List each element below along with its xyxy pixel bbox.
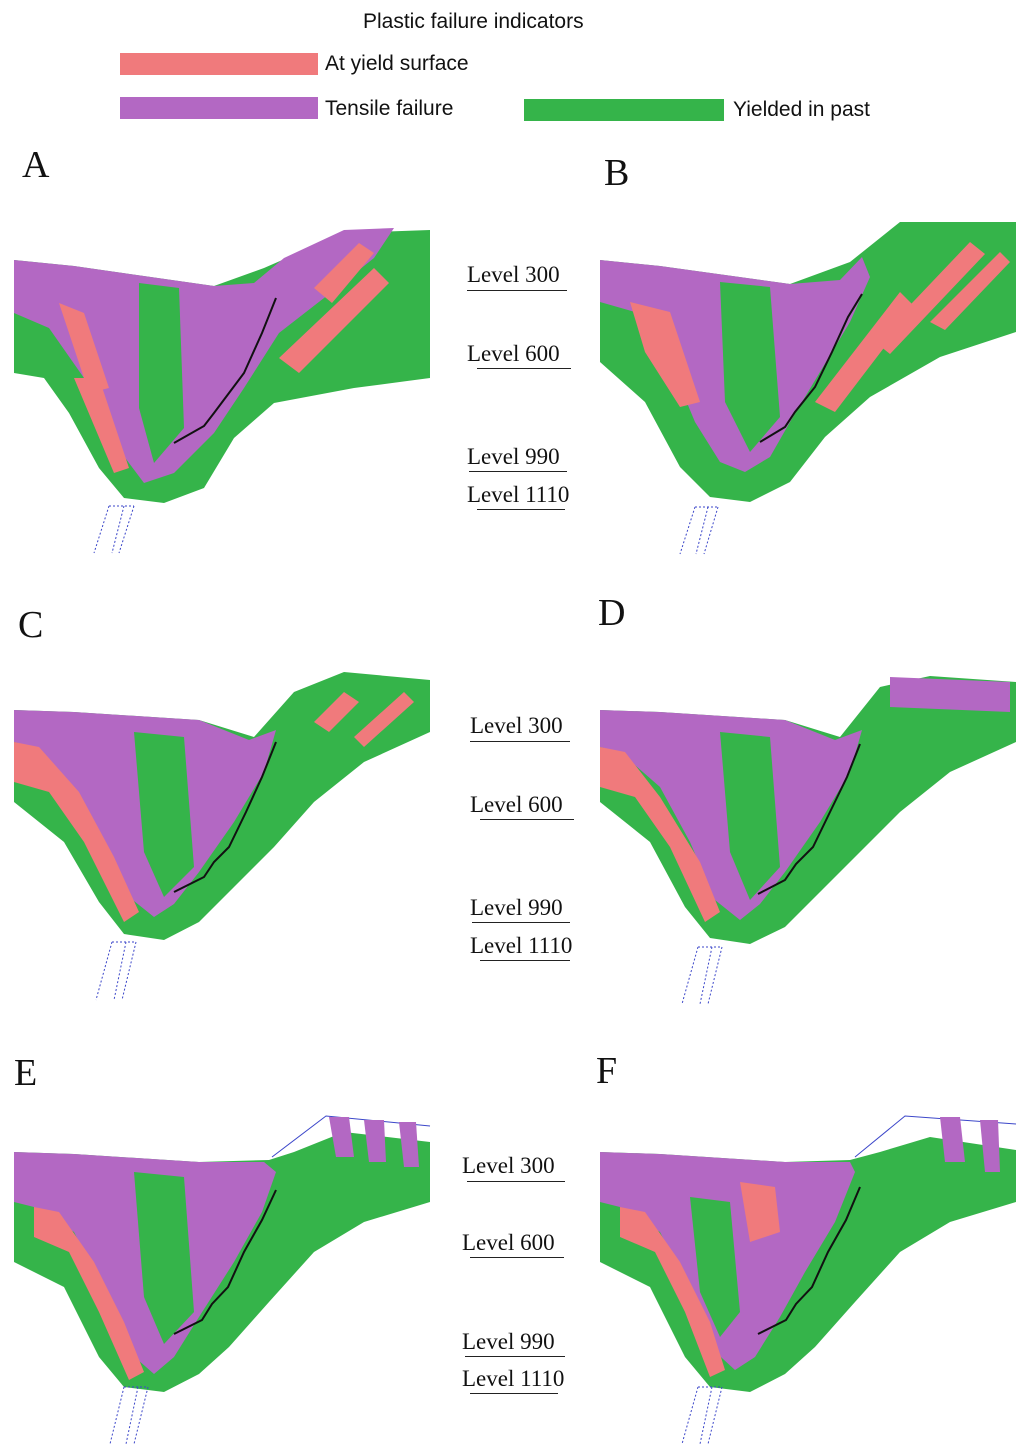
legend-title: Plastic failure indicators — [363, 10, 584, 33]
pit-yield-surface-zone — [630, 302, 700, 407]
pit-yield-surface-zone — [815, 292, 915, 412]
dotted-outline — [681, 946, 723, 1005]
level-label-ab-1110: Level 1110 — [467, 482, 570, 507]
panel-letter-d: D — [598, 592, 626, 634]
level-underline — [472, 922, 570, 923]
pit-tensile-zone — [940, 1117, 965, 1162]
legend-label-tensile-failure: Tensile failure — [325, 97, 454, 120]
level-underline — [477, 368, 571, 369]
level-label-ef-990: Level 990 — [462, 1329, 555, 1354]
pit-yielded-zone — [134, 1172, 194, 1344]
pit-yield-surface-zone — [354, 692, 414, 747]
level-underline — [470, 1257, 564, 1258]
level-underline — [465, 1356, 565, 1357]
pit-tensile-zone — [399, 1122, 419, 1167]
panel-letter-b: B — [604, 152, 630, 194]
dotted-outline — [93, 505, 135, 554]
legend-label-yield-surface: At yield surface — [325, 52, 469, 75]
pit-yield-surface-zone — [875, 242, 985, 354]
panel-letter-e: E — [14, 1052, 38, 1094]
pit-yield-surface-zone — [620, 1207, 725, 1377]
plot-panel-f — [600, 1115, 1017, 1445]
fault-line — [759, 293, 863, 443]
level-label-ef-300: Level 300 — [462, 1153, 555, 1178]
level-label-ef-600: Level 600 — [462, 1230, 555, 1255]
level-underline — [480, 960, 570, 961]
pit-yield-surface-zone — [314, 692, 359, 732]
level-label-ab-300: Level 300 — [467, 262, 560, 287]
pit-yield-surface-zone — [600, 747, 720, 922]
pit-tensile-zone — [329, 1117, 354, 1157]
level-underline — [467, 290, 567, 291]
fault-line — [757, 743, 861, 895]
pit-yield-surface-zone — [59, 303, 109, 393]
pit-yielded-zone — [690, 1197, 740, 1337]
dotted-outline — [854, 1115, 1017, 1158]
plot-panel-e — [14, 1115, 431, 1445]
pit-yielded-zone — [720, 282, 780, 452]
legend-label-yielded-in-past: Yielded in past — [733, 98, 870, 121]
level-label-cd-600: Level 600 — [470, 792, 563, 817]
dotted-outline — [679, 506, 719, 555]
pit-yielded-zone — [720, 732, 780, 900]
level-label-cd-1110: Level 1110 — [470, 933, 573, 958]
level-label-ab-600: Level 600 — [467, 341, 560, 366]
level-label-ab-990: Level 990 — [467, 444, 560, 469]
level-underline — [469, 471, 567, 472]
pit-yield-surface-zone — [14, 742, 139, 922]
pit-yielded-zone — [134, 732, 194, 897]
plot-panel-b — [600, 222, 1016, 555]
pit-tensile-zone — [980, 1120, 1000, 1172]
pit-yield-surface-zone — [314, 243, 374, 303]
pit-yielded-zone — [139, 283, 184, 463]
fault-line — [173, 1189, 277, 1335]
pit-yield-surface-zone — [279, 268, 389, 373]
panel-letter-f: F — [596, 1050, 618, 1092]
level-underline — [477, 509, 565, 510]
pit-tensile-zone — [364, 1120, 386, 1162]
legend-swatch-tensile-failure — [120, 97, 318, 119]
pit-yield-surface-zone — [74, 378, 129, 473]
level-underline — [467, 1181, 565, 1182]
fault-line — [173, 297, 277, 444]
dotted-outline — [271, 1115, 431, 1158]
plot-panel-d — [600, 676, 1016, 1005]
level-underline — [470, 1393, 558, 1394]
dotted-outline — [95, 941, 137, 1001]
level-label-cd-990: Level 990 — [470, 895, 563, 920]
pit-yield-surface-zone — [930, 252, 1010, 330]
level-label-cd-300: Level 300 — [470, 713, 563, 738]
dotted-outline — [109, 1386, 149, 1445]
panel-letter-a: A — [22, 144, 50, 186]
legend-swatch-yielded-in-past — [524, 99, 724, 121]
dotted-outline — [681, 1386, 723, 1445]
level-underline — [470, 741, 570, 742]
plot-panel-c — [14, 672, 430, 1001]
plot-panel-a — [14, 228, 430, 554]
level-underline — [480, 819, 574, 820]
pit-tensile-zone — [890, 677, 1010, 712]
pit-yield-surface-zone — [34, 1207, 144, 1380]
fault-line — [757, 1186, 861, 1335]
legend-swatch-yield-surface — [120, 53, 318, 75]
level-label-ef-1110: Level 1110 — [462, 1366, 565, 1391]
panel-letter-c: C — [18, 604, 44, 646]
pit-yield-surface-zone — [740, 1182, 780, 1242]
fault-line — [173, 741, 277, 893]
